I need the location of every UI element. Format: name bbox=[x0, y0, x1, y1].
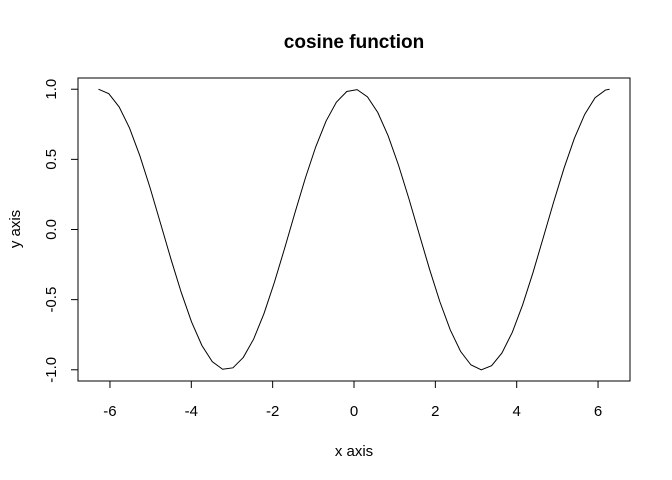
x-tick-label: 6 bbox=[594, 403, 602, 420]
y-tick-label: 0.5 bbox=[43, 149, 60, 170]
x-tick-label: 0 bbox=[350, 403, 358, 420]
x-tick-label: -2 bbox=[266, 403, 279, 420]
plot-frame bbox=[77, 77, 631, 382]
x-tick-label: 4 bbox=[513, 403, 521, 420]
x-tick-label: -6 bbox=[103, 403, 116, 420]
x-axis: -6 -4 -2 0 2 4 6 bbox=[103, 380, 602, 420]
y-tick-label: -0.5 bbox=[43, 287, 60, 313]
y-tick-label: -1.0 bbox=[43, 357, 60, 383]
series-line bbox=[98, 88, 610, 371]
x-tick-label: 2 bbox=[431, 403, 439, 420]
x-tick-label: -4 bbox=[185, 403, 198, 420]
y-axis-label: y axis bbox=[7, 210, 24, 248]
y-axis: -1.0 -0.5 0.0 0.5 1.0 bbox=[43, 79, 79, 383]
y-tick-label: 0.0 bbox=[43, 219, 60, 240]
y-tick-label: 1.0 bbox=[43, 79, 60, 100]
x-axis-label: x axis bbox=[335, 443, 373, 460]
chart-title: cosine function bbox=[284, 32, 424, 53]
